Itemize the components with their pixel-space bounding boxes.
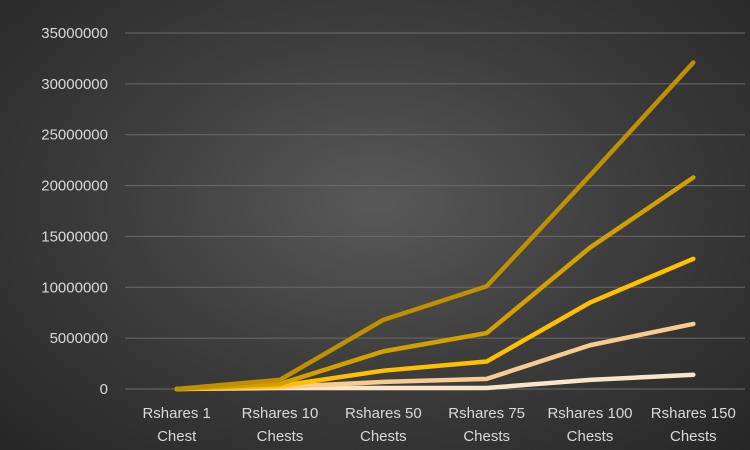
x-tick-label-line: Rshares 10 [242,405,319,422]
series-lines [174,60,696,392]
y-tick-label: 15000000 [41,228,108,245]
x-tick-label-line: Chests [567,428,614,445]
x-tick-label: Rshares 75 Chests [448,405,525,445]
x-tick-label-line: Chests [257,428,304,445]
x-tick-label-line: Rshares 1 [142,405,210,422]
y-tick-label: 5000000 [50,330,108,347]
y-axis-tick-labels: 0 5000000 10000000 15000000 20000000 25000000… [41,25,108,398]
series-line-2 [174,175,696,392]
x-tick-label-line: Rshares 50 [345,405,422,422]
series-line-3 [174,256,696,392]
y-tick-label: 25000000 [41,127,108,144]
x-tick-label-line: Chests [360,428,407,445]
x-tick-label: Rshares 50 Chests [345,405,422,445]
x-tick-label: Rshares 150 Chests [651,405,736,445]
x-tick-label-line: Rshares 150 [651,405,736,422]
x-tick-label: Rshares 1 Chest [142,405,210,445]
series-line-1 [174,60,696,392]
y-tick-label: 30000000 [41,76,108,93]
x-tick-label: Rshares 10 Chests [242,405,319,445]
y-tick-label: 0 [100,381,108,398]
y-tick-label: 20000000 [41,178,108,195]
x-tick-label-line: Chest [157,428,197,445]
y-tick-label: 10000000 [41,279,108,296]
x-tick-label-line: Rshares 100 [547,405,632,422]
x-tick-label-line: Rshares 75 [448,405,525,422]
x-tick-label-line: Chests [463,428,510,445]
gridlines [125,32,745,390]
x-tick-label-line: Chests [670,428,717,445]
y-tick-label: 35000000 [41,25,108,42]
x-tick-label: Rshares 100 Chests [547,405,632,445]
